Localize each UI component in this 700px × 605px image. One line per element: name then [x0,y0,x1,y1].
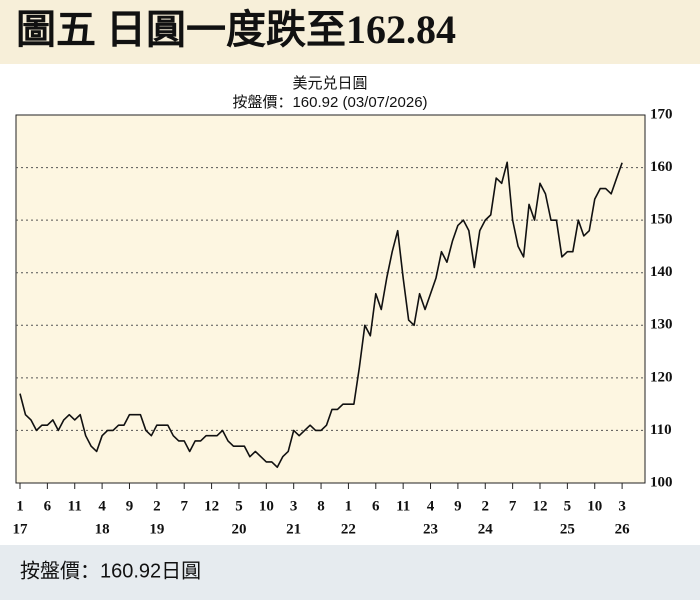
y-tick-label: 140 [650,264,673,280]
x-tick-label: 10 [259,498,274,514]
x-year-label: 22 [341,521,356,537]
footer-band [0,545,700,600]
y-tick-label: 110 [650,422,672,438]
y-tick-label: 160 [650,159,673,175]
footer-text: 按盤價：160.92日圓 [20,559,201,582]
x-tick-label: 4 [98,498,106,514]
x-tick-label: 9 [126,498,134,514]
y-tick-label: 130 [650,317,673,333]
x-tick-label: 9 [454,498,462,514]
x-tick-label: 12 [204,498,219,514]
x-year-label: 18 [95,521,110,537]
x-year-label: 21 [286,521,301,537]
x-tick-label: 5 [564,498,572,514]
chart-note: 按盤價：160.92 (03/07/2026) [232,94,427,111]
x-tick-label: 1 [16,498,24,514]
x-year-label: 24 [478,521,494,537]
y-tick-label: 170 [650,106,673,122]
x-tick-label: 5 [235,498,243,514]
x-tick-label: 2 [482,498,490,514]
y-tick-label: 120 [650,369,673,385]
x-year-label: 26 [615,521,631,537]
x-tick-label: 10 [587,498,602,514]
y-tick-label: 100 [650,474,673,490]
x-tick-label: 7 [180,498,188,514]
x-tick-label: 7 [509,498,517,514]
x-tick-label: 6 [372,498,380,514]
chart-subtitle: 美元兑日圓 [292,75,367,92]
x-tick-label: 1 [345,498,353,514]
x-tick-label: 11 [68,498,82,514]
x-year-label: 17 [13,521,29,537]
x-tick-label: 12 [533,498,548,514]
x-year-label: 20 [231,521,246,537]
line-series [19,161,623,469]
x-year-label: 19 [149,521,164,537]
x-tick-label: 11 [396,498,410,514]
x-year-label: 23 [423,521,438,537]
x-tick-label: 3 [290,498,298,514]
title-band [0,0,700,64]
chart-title: 圖五 日圓一度跌至162.84 [16,7,456,52]
x-year-label: 25 [560,521,575,537]
x-tick-label: 8 [317,498,325,514]
x-tick-label: 4 [427,498,435,514]
plot-area [15,114,646,484]
x-tick-label: 2 [153,498,161,514]
x-tick-label: 3 [618,498,626,514]
y-tick-label: 150 [650,212,673,228]
x-tick-label: 6 [44,498,52,514]
